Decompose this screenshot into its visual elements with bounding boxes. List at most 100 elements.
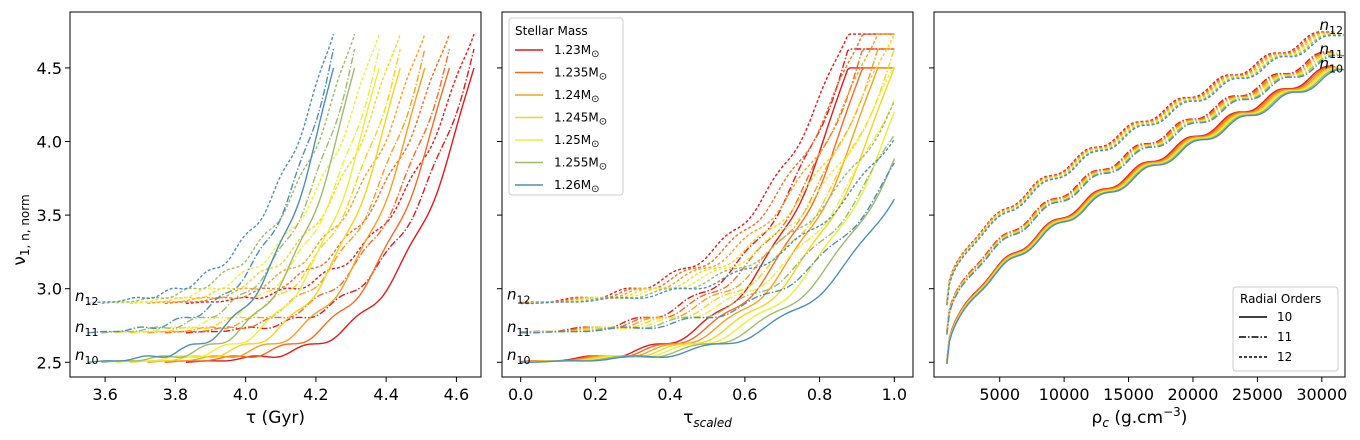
curve-age-m1.23-n11: [185, 48, 475, 334]
x-tick-label: 30000: [1296, 385, 1347, 404]
x-axis-label-age: τ (Gyr): [246, 408, 305, 428]
x-axis-label-scaled: τscaled: [683, 408, 732, 430]
x-tick-label: 0.0: [508, 385, 533, 404]
curve-density-m1.26-n12: [946, 34, 1345, 306]
y-tick-label: 4.0: [37, 133, 62, 152]
legend-label: 1.26M⊙: [554, 178, 599, 195]
curve-age-m1.23-n12: [185, 33, 475, 305]
curve-age-m1.235-n11: [164, 48, 451, 334]
curve-age-m1.24-n10: [147, 67, 426, 363]
curve-density-m1.255-n12: [946, 33, 1343, 305]
x-tick-label: 0.6: [732, 385, 757, 404]
y-axis-label: ν1, n, norm: [10, 194, 32, 265]
panel-age: 3.6 3.8 4.0 4.2 4.4 4.6 2.5 3.0 3.5 4.0 4.5 n10 n11 n…: [37, 11, 482, 428]
density-curves: [946, 30, 1345, 365]
order-label: n12: [507, 286, 531, 307]
y-tick-label: 2.5: [37, 353, 62, 372]
curve-density-m1.26-n10: [946, 69, 1344, 365]
curve-age-m1.26-n10: [87, 67, 335, 363]
order-label: n10: [1319, 55, 1343, 76]
x-tick-label: 20000: [1168, 385, 1219, 404]
curve-age-m1.23-n10: [185, 67, 475, 363]
x-tick-label: 10000: [1039, 385, 1090, 404]
curve-age-m1.245-n10: [129, 67, 401, 363]
panel-scaled: 0.0 0.2 0.4 0.6 0.8 1.0 n10 n11 n12 τscaled Stel…: [497, 11, 914, 430]
curve-scaled-m1.24-n12: [520, 33, 895, 304]
legend-title: Radial Orders: [1240, 292, 1321, 306]
legend-label: 1.235M⊙: [554, 66, 607, 83]
x-tick-label: 1.0: [882, 385, 907, 404]
x-tick-label: 4.2: [303, 385, 328, 404]
scaled-curves: [520, 33, 895, 363]
y-tick-label: 3.0: [37, 280, 62, 299]
legend-label: 12: [1277, 350, 1292, 364]
curve-age-m1.255-n10: [101, 67, 356, 363]
plot-area-density: [933, 11, 1346, 378]
x-tick-label: 4.4: [373, 385, 398, 404]
curve-scaled-m1.235-n10: [520, 67, 895, 363]
legend-label: 1.23M⊙: [554, 43, 599, 60]
order-label: n10: [507, 346, 531, 367]
x-tick-label: 25000: [1232, 385, 1283, 404]
order-label: n11: [75, 318, 99, 339]
age-curves: [87, 33, 475, 363]
legend-entries: 1.23M⊙ 1.235M⊙ 1.24M⊙ 1.245M⊙ 1.25M⊙ 1.255M⊙ 1…: [515, 43, 607, 195]
curve-age-m1.235-n12: [164, 33, 451, 305]
x-tick-label: 0.2: [583, 385, 608, 404]
order-label: n11: [1319, 40, 1343, 61]
curve-age-m1.25-n11: [115, 48, 380, 334]
curve-density-m1.23-n11: [946, 51, 1334, 332]
legend-frame: [1232, 286, 1339, 372]
legend-frame: [508, 17, 624, 196]
legend-label: 1.245M⊙: [554, 111, 607, 128]
x-tick-label: 15000: [1103, 385, 1154, 404]
curve-scaled-m1.25-n12: [520, 65, 895, 305]
order-label: n12: [75, 287, 99, 308]
y-tick-label: 3.5: [37, 206, 62, 225]
curve-density-m1.255-n11: [946, 54, 1343, 335]
curve-age-m1.25-n12: [115, 33, 380, 305]
plot-area-age: [69, 11, 482, 378]
legend-stellar-mass: Stellar Mass 1.23M⊙1.235M⊙1.24M⊙1.245M⊙1…: [508, 17, 624, 196]
curve-age-m1.255-n11: [101, 48, 356, 334]
curve-density-m1.235-n11: [946, 51, 1336, 332]
curve-age-m1.24-n11: [147, 48, 426, 334]
x-tick-label: 3.6: [92, 385, 117, 404]
legend-entries: 10 11 12: [1239, 310, 1292, 364]
x-axis-label-density: ρc (g.cm−3): [1092, 405, 1188, 430]
order-label: n10: [75, 346, 99, 367]
curve-scaled-m1.25-n11: [520, 99, 895, 334]
curve-age-m1.245-n11: [129, 48, 401, 334]
legend-label: 10: [1277, 310, 1292, 324]
x-tick-label: 4.0: [233, 385, 258, 404]
scaled-axes: 0.0 0.2 0.4 0.6 0.8 1.0 n10 n11 n12: [497, 67, 907, 404]
curve-density-m1.26-n11: [946, 54, 1344, 335]
curve-scaled-m1.255-n11: [520, 134, 895, 334]
curve-age-m1.25-n10: [115, 67, 380, 363]
curve-scaled-m1.24-n10: [520, 67, 895, 363]
curve-age-m1.26-n11: [87, 48, 335, 334]
curve-age-m1.235-n10: [164, 67, 451, 363]
age-axes: 3.6 3.8 4.0 4.2 4.4 4.6 2.5 3.0 3.5 4.0 4.5 n10 n11 n…: [37, 59, 470, 404]
plot-area-scaled: [501, 11, 914, 378]
y-tick-label: 4.5: [37, 59, 62, 78]
curve-density-m1.24-n11: [946, 52, 1337, 333]
curve-scaled-m1.24-n11: [520, 48, 895, 334]
curve-age-m1.245-n12: [129, 33, 401, 305]
curve-scaled-m1.26-n10: [520, 198, 895, 363]
legend-label: 1.25M⊙: [554, 133, 599, 150]
curve-age-m1.26-n12: [87, 33, 335, 305]
x-tick-label: 5000: [979, 385, 1020, 404]
curve-age-m1.255-n12: [101, 33, 356, 305]
order-label: n11: [507, 318, 531, 339]
x-tick-label: 0.8: [807, 385, 832, 404]
x-tick-label: 0.4: [657, 385, 682, 404]
curve-scaled-m1.245-n12: [520, 33, 895, 305]
curve-scaled-m1.26-n12: [520, 138, 895, 305]
curve-density-m1.245-n11: [946, 53, 1339, 333]
x-tick-label: 3.8: [163, 385, 188, 404]
curve-scaled-m1.26-n11: [520, 162, 895, 334]
